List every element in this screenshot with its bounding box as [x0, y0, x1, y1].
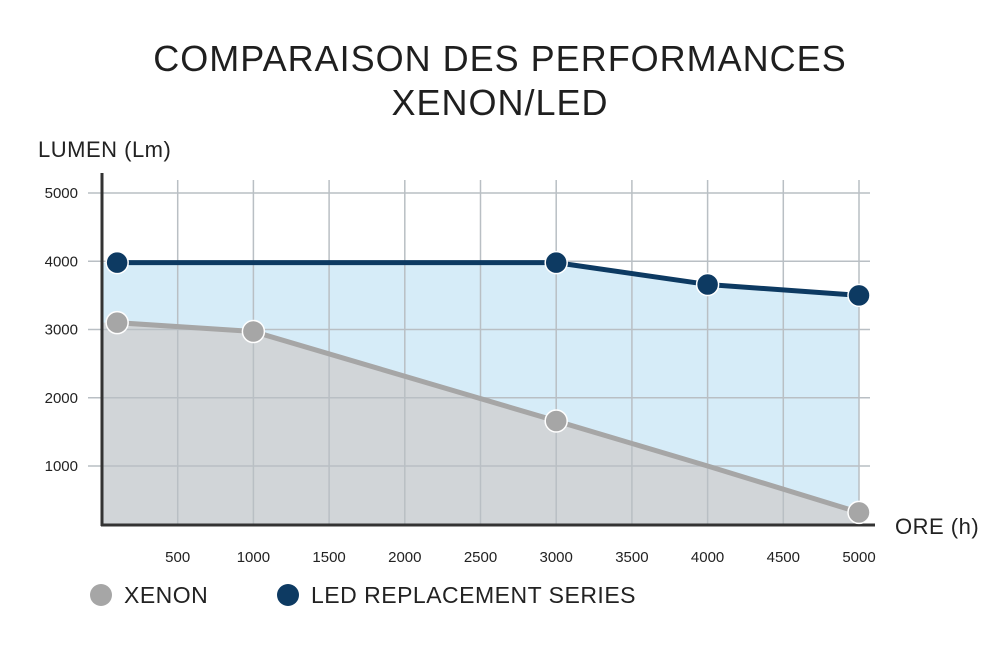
x-tick-label: 4500: [767, 549, 800, 566]
legend-label-xenon: XENON: [124, 581, 209, 608]
led-data-point: [847, 283, 871, 308]
y-tick-label: 1000: [45, 458, 78, 475]
legend-item-led: LED REPLACEMENT SERIES: [277, 580, 636, 610]
y-tick-label: 4000: [45, 253, 78, 270]
y-tick-label: 3000: [45, 322, 78, 339]
x-tick-label: 1500: [312, 549, 345, 566]
chart-subtitle: XENON/LED: [391, 82, 609, 123]
y-tick-label: 2000: [45, 390, 78, 407]
led-data-point: [544, 250, 568, 275]
legend-label-led: LED REPLACEMENT SERIES: [311, 581, 637, 608]
led-data-point: [695, 272, 720, 297]
x-axis-title: ORE (h): [895, 514, 979, 539]
x-tick-label: 500: [165, 549, 190, 566]
y-axis-title: LUMEN (Lm): [38, 137, 171, 162]
x-tick-label: 3000: [540, 549, 573, 566]
x-tick-label: 1000: [237, 549, 270, 566]
legend-marker-led: [277, 584, 299, 606]
xenon-data-point: [105, 310, 129, 335]
x-tick-label: 3500: [615, 549, 648, 566]
y-tick-label: 5000: [45, 185, 78, 202]
xenon-data-point: [847, 500, 871, 525]
xenon-data-point: [241, 319, 266, 344]
led-data-point: [105, 250, 129, 275]
x-tick-label: 5000: [842, 549, 875, 566]
x-tick-label: 2000: [388, 549, 421, 566]
xenon-data-point: [544, 409, 568, 433]
legend-item-xenon: XENON: [90, 580, 208, 610]
x-tick-label: 2500: [464, 549, 497, 566]
legend-marker-xenon: [90, 584, 112, 606]
x-tick-label: 4000: [691, 549, 724, 566]
led-series-line: [114, 260, 862, 298]
chart-title: COMPARAISON DES PERFORMANCES: [153, 38, 847, 79]
